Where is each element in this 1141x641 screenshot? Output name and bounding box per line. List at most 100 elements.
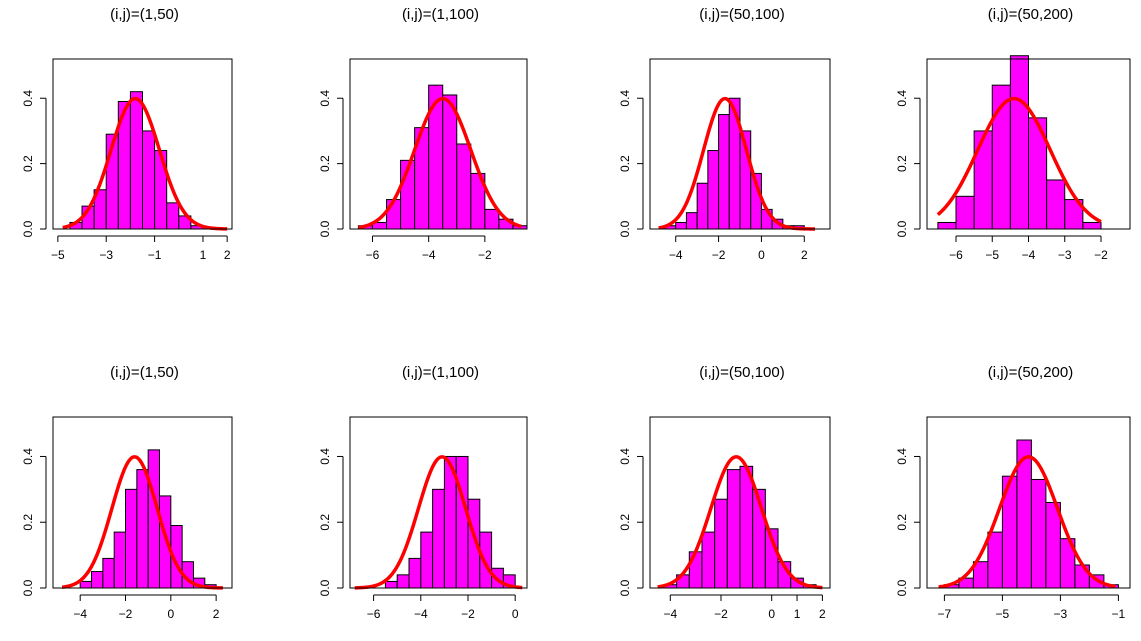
x-tick-label: 2 bbox=[819, 607, 826, 621]
x-tick-label: −1 bbox=[1112, 607, 1126, 621]
histogram-bar bbox=[136, 469, 149, 589]
density-curve bbox=[658, 96, 816, 231]
y-axis: 0.0 0.2 0.4 bbox=[618, 448, 644, 596]
x-tick-label: 2 bbox=[224, 248, 231, 262]
histogram-bar bbox=[384, 580, 398, 589]
histogram-bar bbox=[707, 150, 720, 230]
histogram-bar bbox=[685, 212, 698, 230]
y-axis: 0.0 0.2 0.4 bbox=[318, 90, 344, 237]
x-tick-label: −2 bbox=[461, 607, 475, 621]
density-curve bbox=[936, 96, 1102, 224]
y-tick-label: 0.4 bbox=[318, 90, 332, 107]
x-tick-label: −3 bbox=[99, 248, 113, 262]
plot-frame bbox=[926, 58, 1131, 230]
plot-frame bbox=[52, 416, 233, 589]
x-axis: −6 −4 −2 bbox=[366, 235, 492, 262]
y-tick-label: 0.0 bbox=[21, 220, 35, 237]
y-tick-label: 0.4 bbox=[895, 448, 909, 465]
chart-title: (i,j)=(50,200) bbox=[988, 364, 1073, 381]
plot-frame bbox=[649, 58, 831, 230]
histogram-bar bbox=[718, 114, 730, 230]
x-tick-label: 1 bbox=[200, 248, 207, 262]
x-tick-label: −1 bbox=[148, 248, 162, 262]
y-tick-label: 0.2 bbox=[318, 514, 332, 531]
histogram-bar bbox=[726, 469, 741, 589]
density-curve bbox=[61, 455, 224, 590]
x-tick-label: −2 bbox=[119, 607, 133, 621]
y-tick-label: 0.0 bbox=[895, 220, 909, 237]
x-tick-label: −2 bbox=[1094, 248, 1108, 262]
plot-frame bbox=[349, 58, 528, 230]
x-tick-label: −7 bbox=[938, 607, 952, 621]
density-curve bbox=[657, 455, 823, 590]
histogram-bar bbox=[432, 488, 445, 589]
histogram-bar bbox=[1046, 179, 1066, 230]
x-tick-label: −5 bbox=[985, 248, 999, 262]
x-tick-label: −6 bbox=[949, 248, 963, 262]
x-tick-label: −4 bbox=[663, 607, 677, 621]
plot-frame bbox=[349, 416, 528, 589]
y-tick-label: 0.4 bbox=[318, 448, 332, 465]
histogram-bar bbox=[987, 531, 1003, 589]
y-tick-label: 0.4 bbox=[618, 448, 632, 465]
histogram-bar bbox=[696, 182, 709, 230]
histogram-bar bbox=[937, 221, 957, 230]
y-axis: 0.0 0.2 0.4 bbox=[21, 90, 47, 237]
histogram-bar bbox=[1082, 221, 1102, 230]
x-tick-label: 1 bbox=[794, 607, 801, 621]
histogram-bar bbox=[442, 94, 458, 230]
chart-panel-1: (i,j)=(1,50) −5 −3 −1 1 2 0.0 0.2 0.4 bbox=[21, 6, 233, 262]
histogram-bar bbox=[420, 531, 434, 589]
x-tick-label: −2 bbox=[478, 248, 492, 262]
histogram-bar bbox=[675, 221, 687, 230]
y-axis: 0.0 0.2 0.4 bbox=[21, 448, 47, 596]
y-tick-label: 0.2 bbox=[618, 514, 632, 531]
y-tick-label: 0.4 bbox=[895, 90, 909, 107]
density-curve bbox=[62, 96, 228, 231]
x-axis: −7 −5 −3 −1 bbox=[938, 594, 1126, 621]
plot-frame bbox=[649, 416, 831, 589]
x-tick-label: 0 bbox=[512, 607, 519, 621]
y-tick-label: 0.4 bbox=[21, 90, 35, 107]
y-tick-label: 0.2 bbox=[318, 155, 332, 172]
histogram-bar bbox=[113, 531, 127, 589]
histogram-bar bbox=[739, 465, 754, 589]
density-curve bbox=[354, 455, 523, 590]
histogram-bar bbox=[479, 531, 493, 589]
histogram-bar bbox=[147, 449, 160, 589]
x-axis: −5 −3 −1 1 2 bbox=[51, 235, 231, 262]
chart-title: (i,j)=(50,100) bbox=[699, 6, 784, 23]
y-axis: 0.0 0.2 0.4 bbox=[318, 448, 344, 596]
x-tick-label: −2 bbox=[712, 248, 726, 262]
histogram-bar bbox=[456, 143, 472, 230]
x-tick-label: −4 bbox=[422, 248, 436, 262]
chart-title: (i,j)=(1,50) bbox=[110, 6, 179, 23]
chart-panel-3: (i,j)=(50,100) −4 −2 0 2 0.0 0.2 0.4 bbox=[618, 6, 831, 262]
chart-title: (i,j)=(1,100) bbox=[402, 364, 479, 381]
density-curve bbox=[938, 455, 1116, 589]
y-tick-label: 0.0 bbox=[895, 579, 909, 596]
y-tick-label: 0.2 bbox=[618, 155, 632, 172]
y-tick-label: 0.2 bbox=[895, 155, 909, 172]
histogram-bar bbox=[714, 498, 728, 589]
density-curve bbox=[358, 96, 522, 230]
x-axis: −6 −5 −4 −3 −2 bbox=[949, 235, 1108, 262]
chart-title: (i,j)=(1,100) bbox=[402, 6, 479, 23]
chart-panel-7: (i,j)=(50,100) −4 −2 0 1 2 0.0 0.2 0.4 bbox=[618, 364, 831, 621]
histogram-bar bbox=[129, 91, 144, 230]
histogram-bar bbox=[701, 531, 716, 589]
histogram-bar bbox=[1030, 478, 1047, 589]
x-axis: −4 −2 0 2 bbox=[669, 235, 808, 262]
x-tick-label: −4 bbox=[414, 607, 428, 621]
histogram-bar bbox=[91, 571, 104, 589]
x-tick-label: −3 bbox=[1058, 248, 1072, 262]
x-tick-label: −5 bbox=[51, 248, 65, 262]
y-tick-label: 0.4 bbox=[21, 448, 35, 465]
histogram-bar bbox=[955, 195, 975, 230]
y-tick-label: 0.0 bbox=[318, 579, 332, 596]
y-axis: 0.0 0.2 0.4 bbox=[618, 90, 644, 237]
y-tick-label: 0.0 bbox=[618, 579, 632, 596]
histogram-bar bbox=[408, 557, 422, 589]
chart-panel-5: (i,j)=(1,50) −4 −2 0 2 0.0 0.2 0.4 bbox=[21, 364, 233, 621]
histogram-bar bbox=[125, 488, 138, 589]
